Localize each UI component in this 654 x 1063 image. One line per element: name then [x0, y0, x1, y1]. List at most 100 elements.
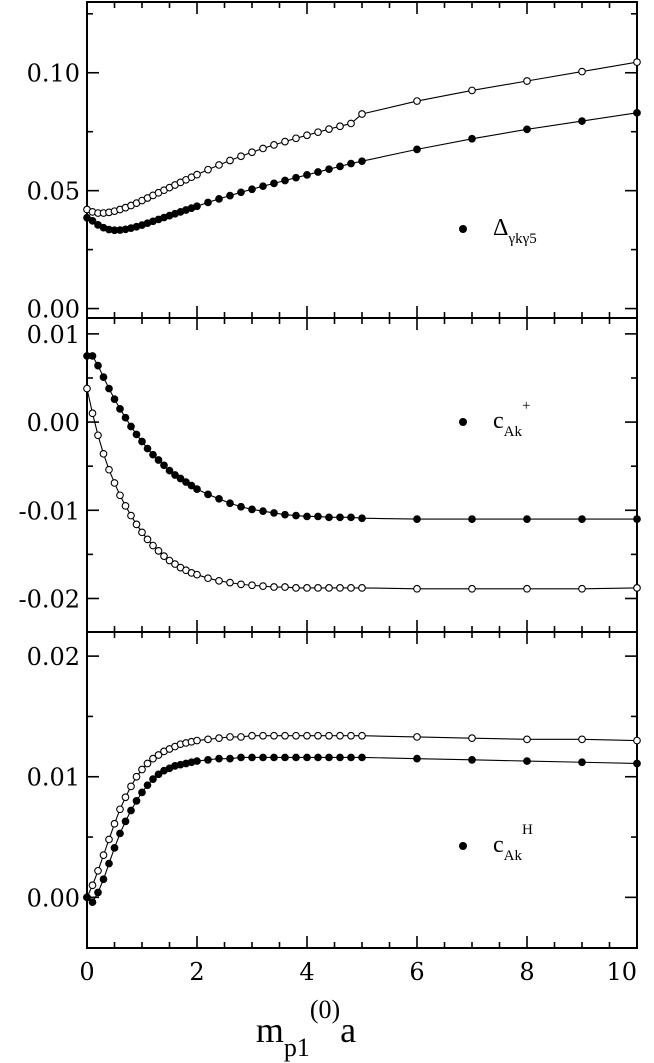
data-point	[303, 753, 311, 762]
data-point	[193, 757, 201, 765]
data-point	[292, 511, 300, 520]
data-point	[237, 733, 245, 741]
data-point	[248, 185, 256, 194]
data-point	[248, 753, 256, 762]
data-point	[127, 806, 135, 815]
data-point	[237, 753, 245, 762]
data-point	[413, 584, 421, 593]
data-point	[633, 759, 641, 768]
data-point	[143, 444, 152, 453]
data-point	[94, 431, 102, 440]
data-point	[523, 77, 531, 85]
legend-label-main: c	[493, 832, 504, 858]
data-point	[347, 753, 355, 762]
data-point	[149, 541, 157, 550]
data-point	[468, 134, 476, 143]
data-point	[292, 134, 300, 143]
data-point	[83, 893, 91, 902]
data-point	[413, 515, 421, 523]
data-point	[105, 859, 113, 868]
data-point	[358, 584, 366, 592]
data-point	[176, 474, 185, 483]
data-point	[578, 117, 586, 125]
data-point	[270, 141, 278, 149]
data-point	[325, 165, 333, 174]
data-point	[281, 176, 289, 185]
data-point	[325, 125, 333, 133]
data-point	[270, 509, 278, 517]
series-2	[83, 384, 641, 593]
data-point	[226, 733, 234, 741]
data-point	[523, 515, 531, 523]
data-point	[303, 512, 311, 521]
data-point	[127, 782, 135, 791]
data-point	[116, 829, 124, 838]
data-point	[99, 373, 108, 381]
series-1	[83, 352, 641, 523]
x-tick-label: 8	[519, 958, 534, 986]
series-2	[83, 753, 641, 907]
data-point	[105, 465, 113, 474]
legend-label-main: c	[493, 408, 504, 434]
data-point	[270, 753, 278, 762]
data-point	[336, 162, 344, 171]
data-point	[132, 430, 141, 439]
data-point	[105, 835, 113, 844]
data-point	[154, 751, 163, 759]
data-point	[94, 866, 102, 875]
data-point	[259, 582, 267, 590]
data-point	[325, 753, 333, 762]
data-point	[193, 202, 201, 211]
x-axis-title-sup: (0)	[310, 995, 340, 1024]
legend-marker	[459, 842, 467, 850]
data-point	[138, 788, 146, 797]
legend-label-sup: +	[522, 398, 530, 414]
data-point	[468, 734, 476, 742]
data-point	[523, 735, 531, 744]
data-point	[633, 58, 641, 66]
data-point	[88, 881, 97, 890]
legend-label-sub: Ak	[504, 848, 523, 864]
y-tick-label: 0.00	[27, 296, 80, 324]
y-tick-label: 0.00	[27, 884, 80, 912]
data-point	[633, 108, 641, 117]
panel-frame	[86, 631, 638, 949]
data-point	[578, 758, 586, 767]
x-tick-label: 10	[606, 958, 637, 986]
data-point	[204, 574, 212, 583]
panel-3: 0.00 0.01 0.02 cAk H	[27, 631, 641, 949]
data-point	[347, 513, 355, 522]
x-axis-title-main: m	[256, 1010, 284, 1050]
data-point	[358, 753, 366, 762]
data-point	[292, 173, 300, 182]
x-axis-title-tail: a	[340, 1010, 356, 1050]
data-point	[314, 512, 322, 521]
series-1	[83, 58, 641, 217]
data-point	[154, 456, 163, 464]
data-point	[99, 851, 108, 859]
data-point	[347, 584, 355, 592]
data-point	[413, 97, 421, 105]
data-point	[116, 405, 124, 413]
data-point	[347, 159, 355, 168]
data-point	[314, 128, 322, 137]
data-point	[237, 188, 245, 197]
data-point	[110, 479, 119, 487]
data-point	[116, 491, 124, 500]
data-point	[303, 584, 311, 592]
data-point	[204, 165, 212, 174]
data-point	[325, 584, 333, 592]
data-point	[314, 168, 322, 176]
x-axis-title: mp1(0)a	[256, 995, 356, 1062]
legend: cAk +	[459, 398, 530, 440]
data-point	[281, 753, 289, 762]
data-point	[292, 731, 300, 740]
data-point	[138, 765, 146, 774]
data-point	[523, 757, 531, 765]
data-point	[121, 502, 130, 510]
data-point	[336, 753, 344, 762]
legend-label: cAk +	[493, 398, 530, 440]
series-1	[83, 731, 641, 902]
data-point	[303, 731, 311, 740]
